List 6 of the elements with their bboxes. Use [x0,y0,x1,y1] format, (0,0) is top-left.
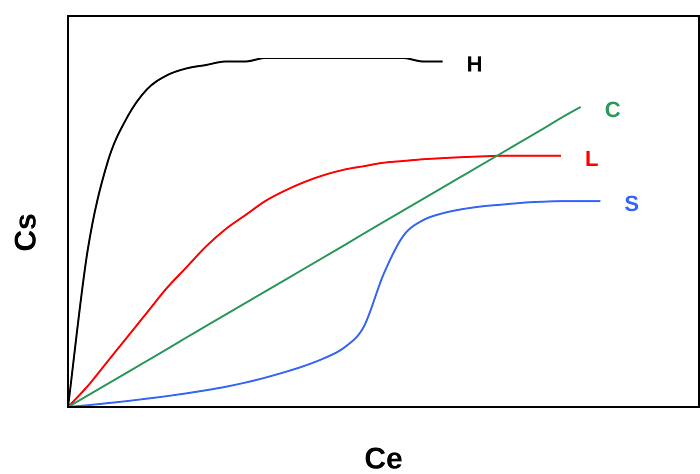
x-axis-title: Ce [364,442,403,474]
series-label: H [466,52,483,77]
series-label: S [624,191,640,216]
y-axis-title: Cs [9,213,42,252]
series-label: L [584,146,598,171]
series-label: C [604,96,621,122]
